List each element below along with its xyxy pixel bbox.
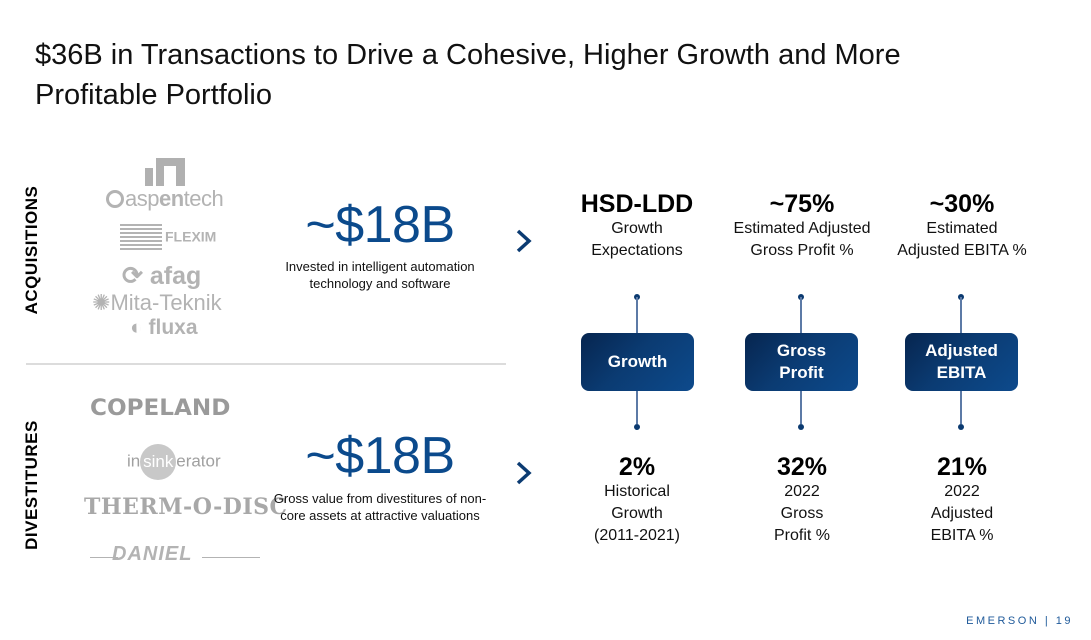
footer: EMERSON | 19 <box>966 615 1073 627</box>
ebita-current: 21% 2022 Adjusted EBITA % <box>872 453 1052 547</box>
connector-dot <box>958 424 964 430</box>
therm-o-disc-logo: THERM-O-DISC <box>84 494 288 520</box>
chevron-right-icon <box>516 229 532 253</box>
growth-target: HSD-LDD Growth Expectations <box>547 190 727 262</box>
acquisitions-description: Invested in intelligent automation techn… <box>285 259 475 291</box>
daniel-logo: DANIEL <box>90 541 260 565</box>
ni-logo <box>145 158 187 186</box>
insinkerator-logo: in sink erator <box>127 444 221 480</box>
gross-profit-box: Gross Profit <box>745 333 858 391</box>
ebita-target: ~30% Estimated Adjusted EBITA % <box>872 190 1052 262</box>
fluxa-logo: ◐ fluxa <box>130 316 198 339</box>
divestitures-description: Gross value from divestitures of non-cor… <box>273 491 487 523</box>
chevron-right-icon <box>516 461 532 485</box>
gross-profit-current-value: 32% <box>776 453 828 481</box>
adjusted-ebita-box: Adjusted EBITA <box>905 333 1018 391</box>
growth-current: 2% Historical Growth (2011-2021) <box>547 453 727 547</box>
growth-box: Growth <box>581 333 694 391</box>
gross-profit-current: 32% 2022 Gross Profit % <box>712 453 892 547</box>
connector-dot <box>634 424 640 430</box>
gross-profit-target-value: ~75% <box>769 190 835 218</box>
divestitures-label: DIVESTITURES <box>22 420 41 550</box>
growth-target-value: HSD-LDD <box>580 190 694 218</box>
slide-title: $36B in Transactions to Drive a Cohesive… <box>35 39 901 111</box>
afag-logo: ⟳ afag <box>122 262 202 290</box>
ebita-target-value: ~30% <box>929 190 995 218</box>
ebita-current-value: 21% <box>936 453 988 481</box>
acquisitions-amount: ~$18B <box>305 196 455 254</box>
growth-current-value: 2% <box>618 453 656 481</box>
copeland-logo: COPELAND <box>90 396 231 421</box>
page-number: 19 <box>1055 615 1073 627</box>
divestitures-amount: ~$18B <box>305 427 455 485</box>
acquisitions-label: ACQUISITIONS <box>22 185 41 315</box>
flexim-logo: FLEXIM <box>120 224 216 252</box>
footer-separator: | <box>1044 615 1051 627</box>
gross-profit-target: ~75% Estimated Adjusted Gross Profit % <box>712 190 892 262</box>
connector-dot <box>798 424 804 430</box>
section-divider <box>26 363 506 365</box>
footer-brand: EMERSON <box>966 615 1040 627</box>
aspentech-logo: aspentech <box>106 186 224 212</box>
mita-teknik-logo: ✺Mita-Teknik <box>92 290 222 315</box>
